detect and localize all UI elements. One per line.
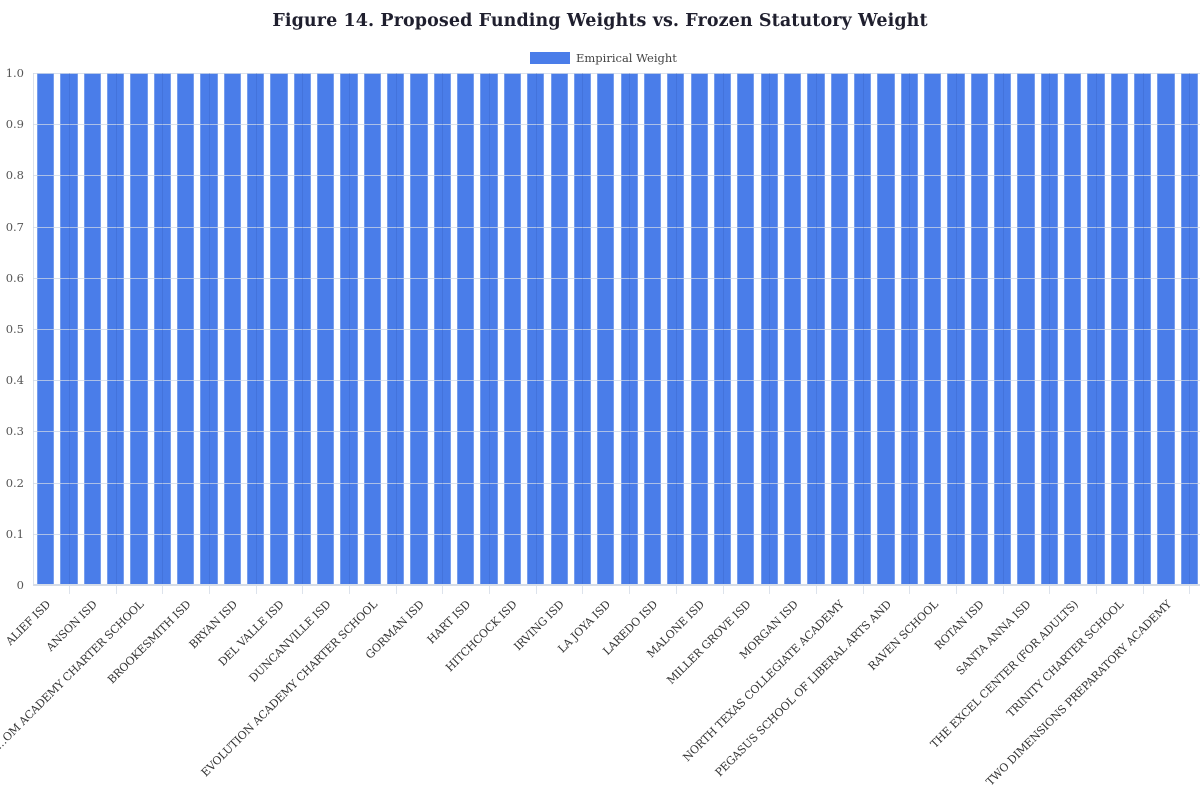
x-gridline [1095, 73, 1097, 585]
x-gridline [769, 73, 771, 585]
x-gridline [255, 73, 257, 585]
legend-swatch-empirical-weight[interactable] [530, 52, 570, 64]
x-gridline [1189, 73, 1191, 585]
chart-title: Figure 14. Proposed Funding Weights vs. … [272, 11, 928, 31]
gridline [33, 73, 1200, 74]
x-tick-label: ALIEF ISD [2, 597, 53, 648]
x-tick-mark [1142, 586, 1144, 594]
x-tick-mark [302, 586, 304, 594]
x-tick-label: MILLER GROVE ISD [664, 597, 754, 687]
gridline [33, 124, 1200, 126]
x-gridline [442, 73, 444, 585]
y-tick-label: 0 [16, 578, 24, 592]
x-gridline [489, 73, 491, 585]
x-tick-mark [722, 586, 724, 594]
x-tick-mark [162, 586, 164, 594]
x-gridline [349, 73, 351, 585]
gridline [33, 533, 1200, 535]
x-tick-mark [349, 586, 351, 594]
gridline [33, 329, 1200, 330]
x-gridline [209, 73, 211, 585]
x-gridline [815, 73, 817, 585]
x-tick-mark [909, 586, 911, 594]
x-gridline [955, 73, 957, 585]
x-gridline [535, 73, 537, 585]
legend-label-empirical-weight[interactable]: Empirical Weight [576, 51, 677, 65]
x-tick-mark [769, 586, 771, 594]
x-tick-mark [1049, 586, 1051, 594]
gridline [33, 175, 1200, 177]
x-gridline [909, 73, 911, 585]
y-tick-label: 0.8 [5, 168, 24, 183]
x-gridline [1142, 73, 1144, 585]
y-tick-label: 0.6 [5, 270, 24, 285]
x-gridline [162, 73, 164, 585]
x-tick-label: DUNCANVILLE ISD [246, 597, 334, 685]
x-gridline [69, 73, 70, 585]
x-tick-mark [1189, 586, 1191, 594]
y-tick-label: 1.0 [5, 66, 24, 80]
x-tick-mark [209, 586, 211, 594]
gridline [33, 380, 1200, 382]
plot-area [33, 73, 1200, 586]
x-gridline [1002, 73, 1004, 585]
legend[interactable]: Empirical Weight [530, 50, 677, 66]
x-tick-mark [629, 586, 631, 594]
x-gridline [115, 73, 117, 585]
gridline [33, 482, 1200, 484]
x-tick-label: EVOLUTION ACADEMY CHARTER SCHOOL [199, 597, 381, 780]
x-axis-line [33, 584, 1200, 586]
y-tick-label: 0.1 [5, 526, 24, 541]
gridline [33, 277, 1200, 279]
x-tick-mark [582, 586, 584, 594]
x-gridline [629, 73, 631, 585]
y-tick-label: 0.4 [5, 373, 24, 388]
x-gridline [302, 73, 304, 585]
x-tick-mark [1095, 586, 1097, 594]
x-tick-mark [255, 586, 257, 594]
x-gridline [862, 73, 864, 585]
x-tick-mark [442, 586, 444, 594]
x-tick-mark [489, 586, 491, 594]
x-gridline [675, 73, 677, 585]
x-tick-label: NORTH TEXAS COLLEGIATE ACADEMY [680, 597, 847, 765]
y-tick-label: 0.7 [5, 219, 24, 234]
gridline [33, 431, 1200, 433]
y-tick-label: 0.5 [5, 322, 24, 336]
x-tick-mark [862, 586, 864, 594]
x-tick-label: HART ISD [424, 597, 473, 647]
x-gridline [1049, 73, 1051, 585]
x-gridline [395, 73, 397, 585]
x-tick-mark [815, 586, 817, 594]
x-tick-mark [675, 586, 677, 594]
x-gridline [582, 73, 584, 585]
x-tick-mark [955, 586, 957, 594]
y-tick-label: 0.9 [5, 117, 24, 132]
x-tick-mark [115, 586, 117, 594]
y-tick-label: 0.2 [5, 475, 24, 490]
x-tick-mark [395, 586, 397, 594]
x-gridline [722, 73, 724, 585]
x-tick-mark [69, 586, 70, 594]
x-tick-mark [1002, 586, 1004, 594]
gridline [33, 226, 1200, 228]
x-tick-label: BROOKESMITH ISD [104, 597, 194, 687]
y-tick-label: 0.3 [5, 424, 24, 439]
x-tick-mark [535, 586, 537, 594]
x-tick-label: PEGASUS SCHOOL OF LIBERAL ARTS AND [712, 597, 894, 780]
